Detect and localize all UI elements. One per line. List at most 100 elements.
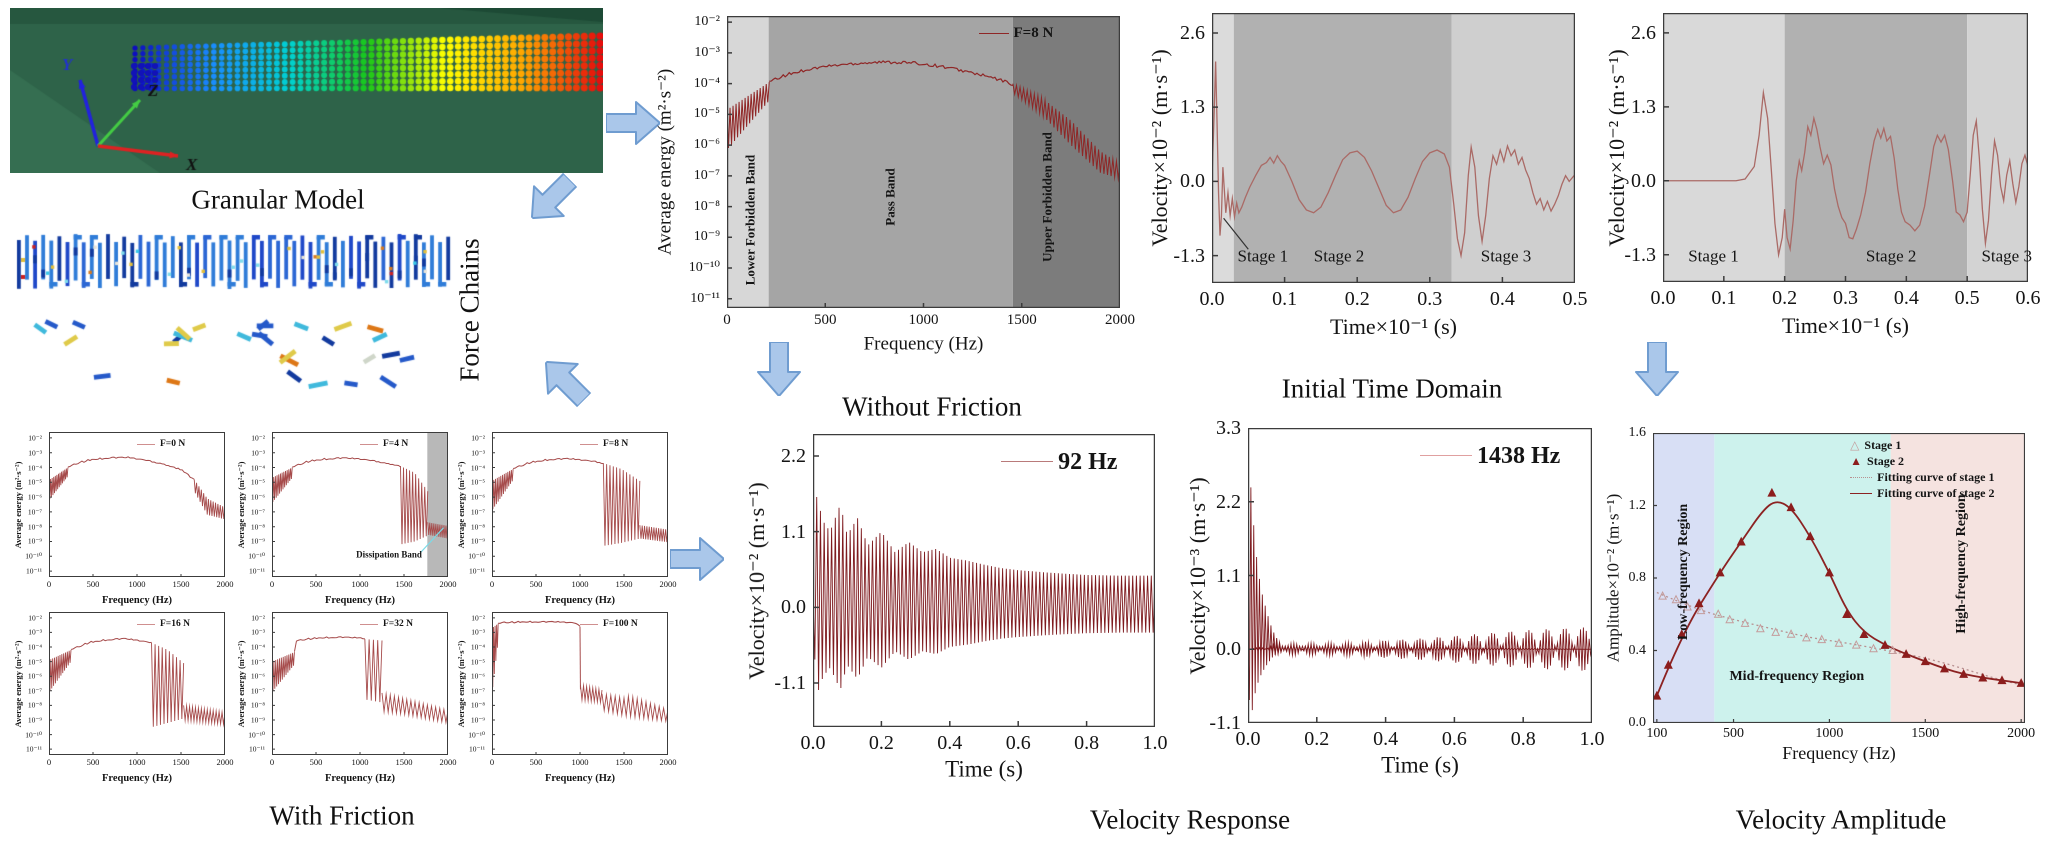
axl-f16: Frequency (Hz) bbox=[101, 772, 173, 784]
tky-energy_main: 10⁻² bbox=[694, 14, 720, 30]
tky-f8s: 10⁻⁸ bbox=[470, 521, 485, 531]
force-chains-strip bbox=[15, 231, 455, 295]
tkx-init1: 0.3 bbox=[1417, 288, 1443, 310]
ann-init1: Stage 2 bbox=[1313, 246, 1365, 266]
tky-init2: 0.0 bbox=[1631, 169, 1656, 192]
tky-f16: 10⁻⁷ bbox=[27, 686, 42, 696]
tky-f0: 10⁻¹⁰ bbox=[25, 551, 42, 561]
legend-line-swatch bbox=[137, 444, 155, 446]
tky-f32: 10⁻¹⁰ bbox=[248, 729, 265, 739]
tkx-energy_main: 0 bbox=[723, 312, 731, 328]
arrow-friction-to-force-chains-icon bbox=[544, 360, 592, 408]
ann-energy_main: Lower Forbidden Band bbox=[742, 155, 758, 286]
tky-f16: 10⁻³ bbox=[28, 627, 42, 637]
filled-triangle-marker-icon: ▲ bbox=[1850, 454, 1863, 469]
ayl-energy_main: Average energy (m²·s⁻²) bbox=[654, 68, 676, 256]
tky-f0: 10⁻² bbox=[28, 433, 42, 443]
tky-f4: 10⁻⁸ bbox=[250, 521, 265, 531]
axl-f8s: Frequency (Hz) bbox=[544, 594, 616, 606]
legend-f4: F=4 N bbox=[360, 439, 408, 451]
tky-f8s: 10⁻³ bbox=[471, 447, 485, 457]
tky-amp: 0.0 bbox=[1628, 715, 1647, 730]
tkx-amp: 2000 bbox=[2007, 726, 2036, 741]
tkx-f0: 2000 bbox=[216, 579, 234, 589]
legend-amp: △ Stage 1 ▲ Stage 2 Fitting curve of stage 1… bbox=[1850, 437, 1994, 501]
tky-amp: 1.6 bbox=[1628, 425, 1647, 440]
tkx-f4: 1000 bbox=[351, 579, 369, 589]
tky-f4: 10⁻² bbox=[251, 433, 265, 443]
tkx-energy_main: 2000 bbox=[1105, 312, 1135, 328]
tky-f0: 10⁻⁹ bbox=[27, 536, 42, 546]
legend-label: F=0 N bbox=[160, 438, 186, 449]
tky-f16: 10⁻⁵ bbox=[27, 656, 42, 666]
tkx-energy_main: 500 bbox=[814, 312, 837, 328]
tky-f100: 10⁻⁶ bbox=[470, 671, 485, 681]
tky-f100: 10⁻¹⁰ bbox=[468, 729, 485, 739]
legend-entry: F=8 N bbox=[580, 439, 628, 451]
tky-f4: 10⁻⁹ bbox=[250, 536, 265, 546]
tky-resp2: -1.1 bbox=[1209, 712, 1241, 734]
tky-init1: 2.6 bbox=[1180, 21, 1205, 44]
tky-energy_main: 10⁻⁷ bbox=[693, 167, 720, 183]
tkx-init1: 0.2 bbox=[1344, 288, 1370, 310]
legend-line-swatch bbox=[360, 623, 378, 625]
tky-f32: 10⁻⁴ bbox=[250, 642, 265, 652]
tky-f100: 10⁻⁷ bbox=[470, 686, 485, 696]
tky-f100: 10⁻³ bbox=[471, 627, 485, 637]
caption-initial-time-domain: Initial Time Domain bbox=[1281, 373, 1503, 404]
tkx-resp2: 0.0 bbox=[1235, 728, 1261, 750]
tky-f100: 10⁻⁵ bbox=[470, 656, 485, 666]
legend-entry: F=0 N bbox=[137, 439, 185, 451]
tkx-f8s: 0 bbox=[489, 579, 495, 589]
chart-canvas-energy_main bbox=[727, 16, 1120, 308]
chart-energy-spectrum-f16: 0 500 1000 1500 2000 10⁻² 10⁻³ 10⁻⁴ 10⁻⁵ 10⁻⁶ 10⁻⁷… bbox=[13, 612, 234, 783]
tkx-resp2: 0.2 bbox=[1304, 728, 1330, 750]
legend-f100: F=100 N bbox=[580, 618, 638, 630]
tky-f4: 10⁻¹¹ bbox=[249, 566, 265, 576]
ann-amp: Mid-frequency Region bbox=[1729, 668, 1865, 684]
tkx-resp1: 0.4 bbox=[937, 732, 963, 754]
tky-f16: 10⁻² bbox=[28, 613, 42, 623]
ayl-f4: Average energy (m²·s⁻²) bbox=[235, 461, 246, 548]
tky-f8s: 10⁻⁹ bbox=[470, 536, 485, 546]
chart-energy-spectrum-f32: 0 500 1000 1500 2000 10⁻² 10⁻³ 10⁻⁴ 10⁻⁵ 10⁻⁶ 10⁻⁷… bbox=[236, 612, 457, 783]
tkx-f100: 500 bbox=[529, 757, 543, 767]
chart-canvas-f4 bbox=[272, 432, 448, 577]
legend-entry: F=8 N bbox=[978, 25, 1053, 43]
legend-entry: 1438 Hz bbox=[1420, 443, 1560, 469]
legend-label: F=4 N bbox=[383, 438, 409, 449]
tkx-f16: 500 bbox=[86, 757, 100, 767]
tkx-init2: 0.5 bbox=[1954, 287, 1980, 309]
tky-f0: 10⁻⁴ bbox=[27, 462, 42, 472]
chart-velocity-amplitude: 100 500 1000 1500 2000 1.6 1.2 0.8 0.4 0.0 Frequen… bbox=[1604, 426, 2036, 763]
tky-resp2: 2.2 bbox=[1216, 490, 1241, 513]
legend-f32: F=32 N bbox=[360, 618, 413, 630]
tkx-f32: 500 bbox=[309, 757, 323, 767]
tky-resp1: 2.2 bbox=[781, 445, 806, 467]
legend-entry: Fitting curve of stage 2 bbox=[1850, 485, 1994, 501]
axl-amp: Frequency (Hz) bbox=[1782, 743, 1896, 763]
tky-f32: 10⁻² bbox=[251, 613, 265, 623]
caption-velocity-response: Velocity Response bbox=[1089, 804, 1291, 835]
tky-f0: 10⁻⁵ bbox=[27, 477, 42, 487]
tky-f100: 10⁻⁴ bbox=[470, 642, 485, 652]
tky-f32: 10⁻¹¹ bbox=[249, 744, 265, 754]
tkx-resp2: 1.0 bbox=[1579, 728, 1605, 750]
caption-force-chains: Force Chains bbox=[454, 238, 485, 382]
tky-f100: 10⁻¹¹ bbox=[469, 744, 485, 754]
tkx-f0: 500 bbox=[86, 579, 100, 589]
legend-energy_main: F=8 N bbox=[978, 25, 1053, 43]
tkx-amp: 500 bbox=[1723, 726, 1745, 741]
legend-label: F=16 N bbox=[160, 618, 190, 629]
chart-energy-spectrum-f4: 0 500 1000 1500 2000 10⁻² 10⁻³ 10⁻⁴ 10⁻⁵ 10⁻⁶ 10⁻⁷… bbox=[236, 432, 457, 605]
tkx-f4: 0 bbox=[269, 579, 275, 589]
tky-energy_main: 10⁻⁴ bbox=[693, 75, 720, 91]
legend-line-swatch bbox=[978, 33, 1009, 35]
legend-f8s: F=8 N bbox=[580, 439, 628, 451]
tkx-f4: 500 bbox=[309, 579, 323, 589]
chart-energy-spectrum-without-friction: 0 500 1000 1500 2000 10⁻² 10⁻³ 10⁻⁴ 10⁻⁵ 10⁻⁶ 10⁻⁷… bbox=[655, 15, 1136, 354]
tky-amp: 1.2 bbox=[1628, 497, 1647, 513]
legend-f0: F=0 N bbox=[137, 439, 185, 451]
tky-f32: 10⁻⁶ bbox=[250, 671, 265, 681]
